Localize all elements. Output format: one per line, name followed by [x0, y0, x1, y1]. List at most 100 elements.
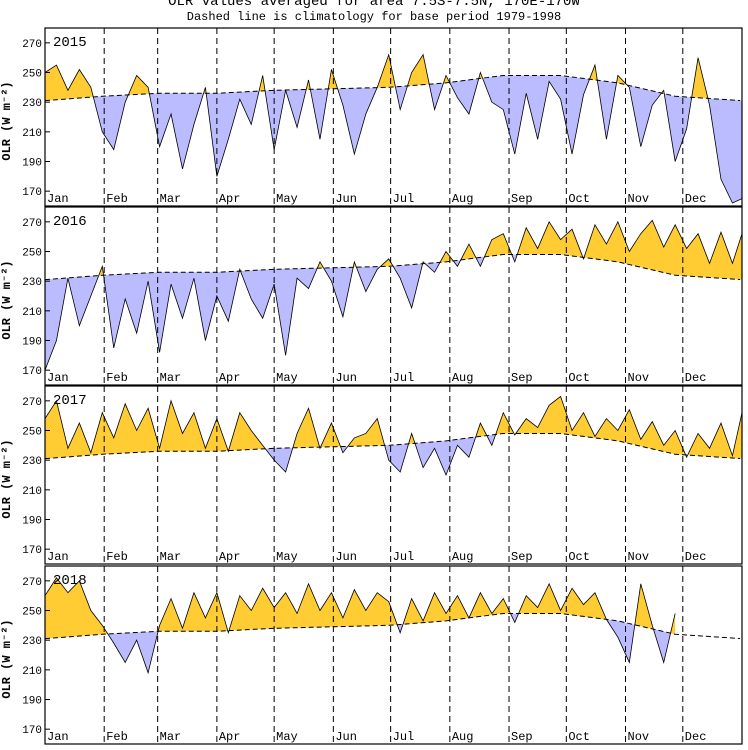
ytick-label-230-2016: 230 — [22, 277, 42, 289]
ytick-label-190-2015: 190 — [22, 158, 42, 170]
month-label-nov-2015: Nov — [628, 192, 650, 206]
month-label-jan-2015: Jan — [47, 192, 69, 206]
month-label-jun-2018: Jun — [335, 730, 357, 744]
chart-title: OLR values averaged for area 7.5S-7.5N, … — [168, 0, 580, 10]
ytick-label-170-2018: 170 — [22, 725, 42, 737]
month-label-jan-2018: Jan — [47, 730, 69, 744]
year-label-2015: 2015 — [53, 35, 87, 51]
ytick-label-270-2018: 270 — [22, 577, 42, 589]
panel-frame-2018 — [44, 565, 743, 745]
ytick-label-170-2016: 170 — [22, 366, 42, 378]
panel-2018: Jan Feb Mar Apr May Jun Jul Aug Sep Oct Nov Dec 170 1… — [0, 565, 743, 745]
ytick-label-250-2015: 250 — [22, 69, 42, 81]
month-label-jun-2015: Jun — [335, 192, 357, 206]
month-label-mar-2016: Mar — [160, 371, 182, 385]
y-axis-label-2017: OLR (W m⁻²) — [0, 439, 14, 518]
month-label-feb-2015: Feb — [106, 192, 128, 206]
month-label-sep-2015: Sep — [511, 192, 533, 206]
panel-frame-2016 — [44, 206, 743, 386]
month-label-apr-2018: Apr — [219, 730, 241, 744]
olr-anomaly-below-2015 — [45, 75, 742, 204]
y-axis-label-2015: OLR (W m⁻²) — [0, 81, 14, 160]
y-axis-label-2018: OLR (W m⁻²) — [0, 619, 14, 698]
month-label-jun-2017: Jun — [335, 550, 357, 564]
month-label-oct-2016: Oct — [568, 371, 590, 385]
month-label-sep-2017: Sep — [511, 550, 533, 564]
month-label-sep-2018: Sep — [511, 730, 533, 744]
ytick-label-230-2015: 230 — [22, 98, 42, 110]
month-label-jan-2017: Jan — [47, 550, 69, 564]
month-label-jul-2018: Jul — [393, 730, 415, 744]
month-label-may-2018: May — [276, 730, 298, 744]
month-label-dec-2015: Dec — [685, 192, 707, 206]
ytick-label-270-2017: 270 — [22, 397, 42, 409]
ytick-label-230-2017: 230 — [22, 456, 42, 468]
ytick-label-210-2018: 210 — [22, 666, 42, 678]
ytick-label-230-2018: 230 — [22, 636, 42, 648]
month-label-aug-2018: Aug — [452, 730, 474, 744]
climatology-line-2018 — [44, 612, 741, 640]
ytick-label-250-2016: 250 — [22, 248, 42, 260]
month-label-nov-2016: Nov — [628, 371, 650, 385]
month-label-mar-2017: Mar — [160, 550, 182, 564]
year-label-2018: 2018 — [53, 573, 87, 589]
month-label-apr-2015: Apr — [219, 192, 241, 206]
month-label-may-2017: May — [276, 550, 298, 564]
panel-frame-2015 — [44, 27, 743, 207]
month-label-mar-2018: Mar — [160, 730, 182, 744]
olr-anomaly-below-2016 — [45, 254, 742, 371]
month-label-feb-2018: Feb — [106, 730, 128, 744]
ytick-label-250-2017: 250 — [22, 427, 42, 439]
olr-observed-line-2018 — [44, 577, 676, 675]
month-label-oct-2015: Oct — [568, 192, 590, 206]
month-label-apr-2016: Apr — [219, 371, 241, 385]
climatology-line-2015 — [44, 74, 741, 102]
chart-subtitle: Dashed line is climatology for base peri… — [186, 10, 562, 24]
month-label-jun-2016: Jun — [335, 371, 357, 385]
month-label-dec-2017: Dec — [685, 550, 707, 564]
month-label-feb-2016: Feb — [106, 371, 128, 385]
ytick-label-190-2017: 190 — [22, 516, 42, 528]
climatology-line-2017 — [44, 432, 741, 460]
olr-observed-line-2015 — [44, 53, 743, 204]
olr-anomaly-below-2017 — [45, 433, 742, 475]
month-label-oct-2017: Oct — [568, 550, 590, 564]
month-label-aug-2015: Aug — [452, 192, 474, 206]
year-label-2016: 2016 — [53, 214, 87, 230]
month-label-jul-2016: Jul — [393, 371, 415, 385]
ytick-label-170-2017: 170 — [22, 545, 42, 557]
month-label-jul-2015: Jul — [393, 192, 415, 206]
panel-2015: Jan Feb Mar Apr May Jun Jul Aug Sep Oct Nov Dec 170 1… — [0, 27, 743, 207]
olr-observed-line-2017 — [44, 395, 743, 477]
olr-anomaly-above-2016 — [45, 220, 742, 280]
panel-2017: Jan Feb Mar Apr May Jun Jul Aug Sep Oct Nov Dec 170 1… — [0, 385, 743, 565]
ytick-label-270-2016: 270 — [22, 218, 42, 230]
olr-anomaly-above-2018 — [45, 577, 676, 639]
ytick-label-210-2015: 210 — [22, 128, 42, 140]
ytick-label-190-2016: 190 — [22, 337, 42, 349]
ytick-label-190-2018: 190 — [22, 696, 42, 708]
month-label-feb-2017: Feb — [106, 550, 128, 564]
ytick-label-250-2018: 250 — [22, 607, 42, 619]
month-label-dec-2018: Dec — [685, 730, 707, 744]
month-label-aug-2016: Aug — [452, 371, 474, 385]
month-label-jan-2016: Jan — [47, 371, 69, 385]
ytick-label-210-2016: 210 — [22, 307, 42, 319]
month-label-may-2016: May — [276, 371, 298, 385]
ytick-label-170-2015: 170 — [22, 187, 42, 199]
year-label-2017: 2017 — [53, 393, 87, 409]
ytick-label-210-2017: 210 — [22, 486, 42, 498]
y-axis-label-2016: OLR (W m⁻²) — [0, 260, 14, 339]
ytick-label-270-2015: 270 — [22, 39, 42, 51]
month-label-mar-2015: Mar — [160, 192, 182, 206]
panel-2016: Jan Feb Mar Apr May Jun Jul Aug Sep Oct Nov Dec 170 1… — [0, 206, 743, 386]
month-label-may-2015: May — [276, 192, 298, 206]
month-label-apr-2017: Apr — [219, 550, 241, 564]
month-label-nov-2018: Nov — [628, 730, 650, 744]
panel-frame-2017 — [44, 385, 743, 565]
olr-anomaly-above-2017 — [45, 396, 742, 459]
olr-observed-line-2016 — [44, 219, 743, 371]
month-label-sep-2016: Sep — [511, 371, 533, 385]
month-label-nov-2017: Nov — [628, 550, 650, 564]
